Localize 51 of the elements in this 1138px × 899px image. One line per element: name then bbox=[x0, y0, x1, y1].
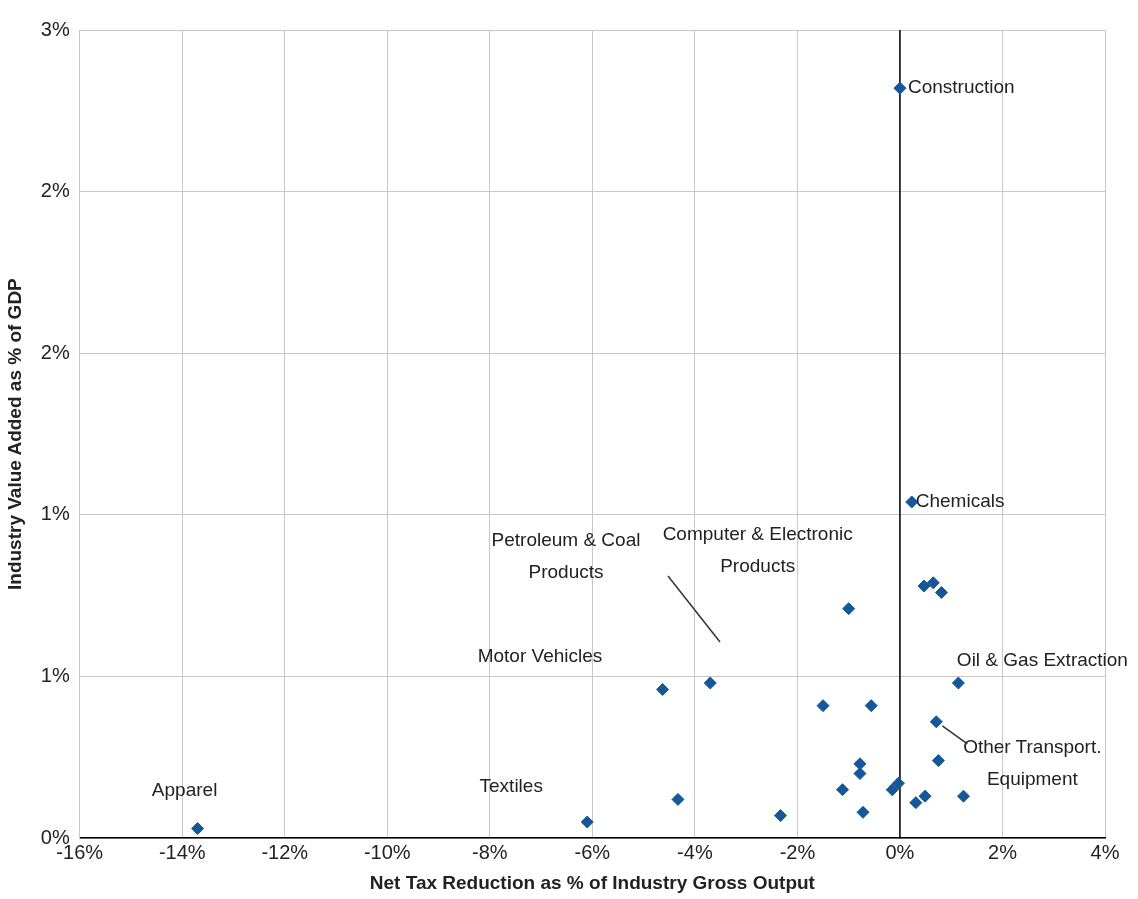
y-tick-label: 1% bbox=[40, 502, 70, 525]
x-tick-label: -2% bbox=[779, 840, 816, 863]
point bbox=[842, 602, 856, 616]
point bbox=[917, 579, 931, 593]
point bbox=[891, 776, 905, 790]
x-tick-label: -10% bbox=[363, 840, 411, 863]
point bbox=[580, 815, 594, 829]
point bbox=[816, 699, 830, 713]
point bbox=[893, 81, 907, 95]
x-tick-label: -4% bbox=[677, 840, 713, 863]
point bbox=[856, 805, 870, 819]
y-tick-label: 3% bbox=[40, 17, 70, 40]
point bbox=[909, 796, 923, 810]
y-tick-label: 2% bbox=[40, 340, 70, 363]
annotation: Motor Vehicles bbox=[477, 645, 603, 667]
point bbox=[836, 783, 850, 797]
y-axis-title: Industry Value Added as % of GDP bbox=[3, 277, 25, 591]
point bbox=[929, 715, 943, 729]
point bbox=[885, 783, 899, 797]
y-tick-label: 2% bbox=[40, 179, 70, 202]
annotation: Construction bbox=[907, 76, 1015, 98]
point bbox=[918, 789, 932, 803]
point bbox=[931, 754, 945, 768]
point bbox=[703, 676, 717, 690]
x-tick-label: -14% bbox=[158, 840, 206, 863]
annotation: Oil & Gas Extraction bbox=[956, 649, 1128, 671]
point bbox=[853, 767, 867, 781]
point bbox=[926, 576, 940, 590]
annotation: Chemicals bbox=[915, 490, 1005, 512]
annotation: Textiles bbox=[479, 775, 543, 797]
x-tick-label: -6% bbox=[574, 840, 611, 863]
point bbox=[864, 699, 878, 713]
x-tick-label: -12% bbox=[261, 840, 309, 863]
annotation: Computer & Electronic Products bbox=[662, 522, 853, 576]
point bbox=[853, 757, 867, 771]
annotation: Petroleum & Coal Products bbox=[491, 529, 641, 583]
point bbox=[957, 789, 971, 803]
x-tick-label: 4% bbox=[1090, 840, 1120, 863]
y-tick-label: 1% bbox=[40, 664, 70, 687]
point bbox=[656, 682, 670, 696]
point bbox=[191, 822, 205, 835]
point bbox=[671, 792, 685, 806]
point bbox=[934, 586, 948, 600]
x-axis-title: Net Tax Reduction as % of Industry Gross Output bbox=[369, 871, 816, 893]
annotation: Other Transport. Equipment bbox=[963, 736, 1102, 790]
x-tick-label: 0% bbox=[885, 840, 915, 863]
point bbox=[774, 809, 787, 823]
x-tick-label: -8% bbox=[472, 840, 508, 863]
point bbox=[951, 676, 965, 690]
annotation: Apparel bbox=[151, 778, 218, 800]
x-tick-label: 2% bbox=[988, 840, 1018, 863]
